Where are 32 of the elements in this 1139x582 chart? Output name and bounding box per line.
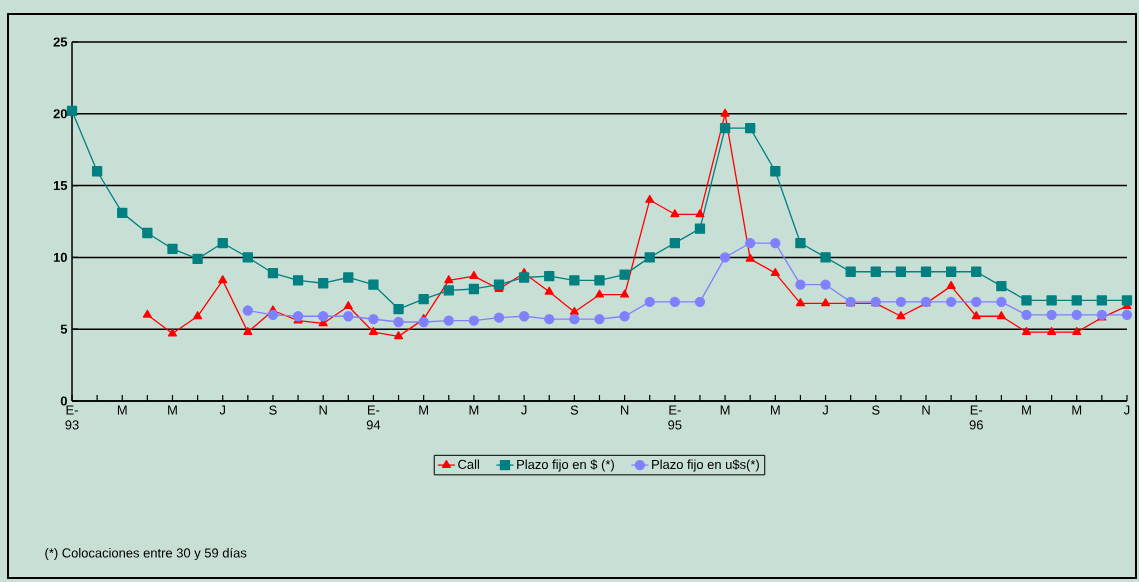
y-tick-label: 20	[53, 109, 67, 119]
x-tick-label: J	[1123, 405, 1130, 415]
y-tick-label: 25	[53, 37, 68, 47]
x-tick-label: E- 94	[366, 405, 381, 430]
x-tick-label: J	[822, 405, 828, 415]
x-tick-label: M	[1022, 405, 1031, 415]
x-tick-label: M	[168, 405, 177, 415]
x-tick-label: S	[570, 405, 579, 415]
x-tick-label: N	[922, 405, 930, 415]
x-tick-label: J	[219, 405, 225, 415]
x-tick-label: E- 93	[65, 405, 79, 430]
x-tick-label: E- 95	[668, 405, 682, 430]
y-tick-label: 5	[60, 324, 68, 334]
x-tick-label: E- 96	[969, 405, 983, 430]
y-tick-label: 10	[53, 252, 67, 262]
legend-label: Plazo fijo en $ (*)	[517, 459, 614, 472]
x-tick-label: S	[872, 405, 880, 415]
y-tick-label: 0	[60, 396, 67, 406]
x-tick-label: J	[521, 405, 527, 415]
x-tick-label: N	[620, 405, 629, 415]
legend-label: Plazo fijo en u$s(*)	[652, 459, 759, 472]
x-tick-label: M	[419, 405, 428, 415]
x-tick-label: M	[469, 405, 479, 415]
x-tick-label: M	[720, 405, 730, 415]
x-tick-label: M	[117, 405, 127, 415]
legend-label: Call	[458, 459, 479, 469]
x-tick-label: M	[770, 405, 780, 415]
text: (*) Colocaciones entre 30 y 59 días	[45, 547, 247, 561]
x-tick-label: N	[319, 405, 327, 415]
y-tick-label: 15	[53, 181, 68, 191]
x-tick-label: S	[269, 405, 277, 415]
x-tick-label: M	[1072, 405, 1082, 415]
